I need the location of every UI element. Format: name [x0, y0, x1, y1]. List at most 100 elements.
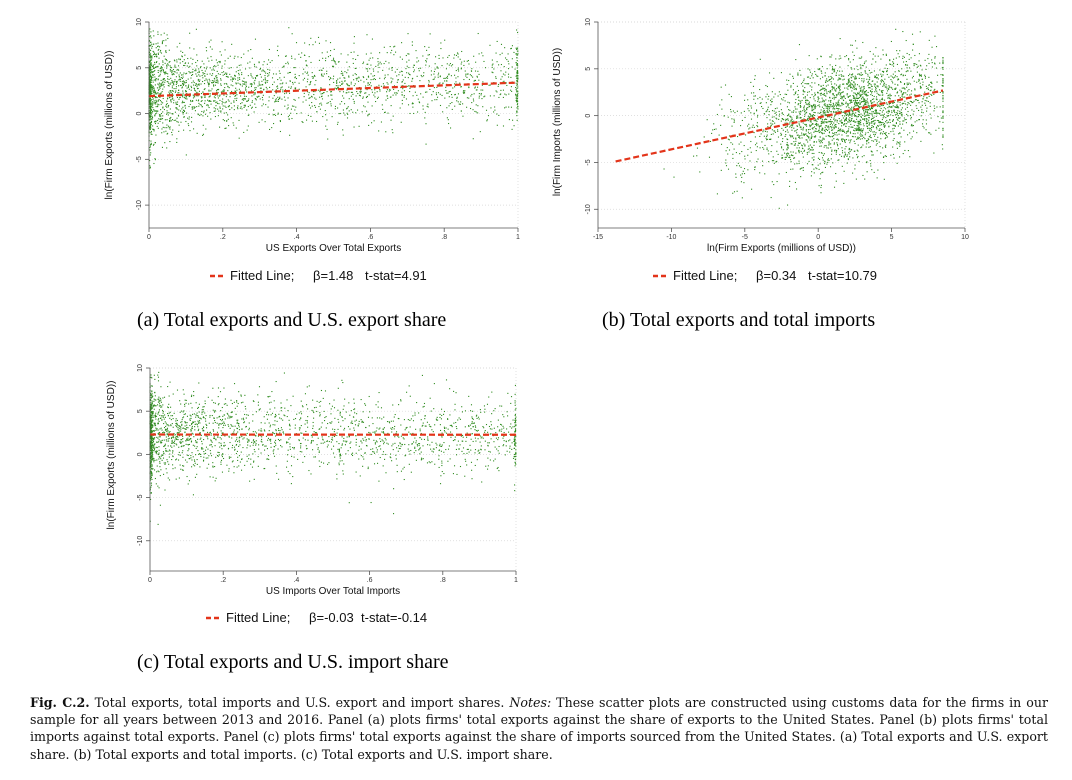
- data-point: [306, 72, 308, 74]
- data-point: [174, 66, 176, 68]
- data-point: [301, 52, 303, 54]
- data-point: [463, 92, 466, 94]
- data-point: [790, 85, 792, 87]
- data-point: [283, 66, 285, 68]
- data-point: [820, 173, 822, 175]
- data-point: [182, 61, 184, 63]
- data-point: [874, 122, 876, 124]
- data-point: [182, 80, 184, 82]
- data-point: [931, 66, 933, 68]
- data-point: [833, 117, 835, 119]
- data-point: [329, 79, 331, 81]
- data-point: [154, 159, 156, 161]
- data-point: [253, 111, 255, 113]
- data-point: [855, 129, 857, 132]
- data-point: [208, 78, 210, 80]
- data-point: [272, 89, 274, 91]
- data-point: [859, 93, 861, 95]
- data-point: [815, 141, 818, 143]
- data-point: [876, 140, 878, 142]
- data-point: [150, 144, 152, 146]
- data-point: [897, 115, 899, 117]
- data-point: [169, 70, 171, 72]
- data-point: [310, 81, 312, 83]
- data-point: [224, 49, 226, 51]
- data-point: [916, 81, 918, 83]
- data-point: [822, 137, 824, 139]
- data-point: [812, 149, 814, 151]
- data-point: [223, 90, 225, 92]
- data-point: [888, 125, 890, 127]
- data-point: [263, 79, 265, 81]
- data-point: [899, 97, 901, 99]
- data-point: [463, 60, 465, 62]
- data-point: [930, 93, 932, 95]
- data-point: [296, 112, 298, 115]
- data-point: [317, 36, 320, 38]
- data-point: [825, 81, 827, 83]
- data-point: [940, 74, 942, 76]
- data-point: [153, 73, 155, 76]
- data-point: [155, 121, 157, 123]
- data-point: [325, 57, 327, 59]
- data-point: [853, 114, 856, 116]
- data-point: [334, 62, 336, 64]
- data-point: [239, 83, 241, 85]
- data-point: [344, 80, 346, 82]
- data-point: [814, 92, 816, 94]
- data-point: [206, 73, 208, 75]
- data-point: [314, 75, 316, 77]
- data-point: [401, 81, 403, 83]
- data-point: [170, 116, 172, 119]
- data-point: [822, 84, 824, 86]
- data-point: [513, 125, 515, 127]
- data-point: [771, 145, 773, 147]
- data-point: [876, 119, 878, 122]
- data-point: [194, 106, 196, 108]
- data-point: [854, 77, 856, 79]
- data-point: [886, 92, 888, 94]
- data-point: [190, 121, 193, 123]
- data-point: [896, 92, 898, 94]
- data-point: [839, 89, 841, 91]
- data-point: [850, 123, 852, 125]
- data-point: [422, 75, 425, 77]
- data-point: [930, 117, 932, 119]
- data-point: [841, 150, 844, 152]
- data-point: [196, 54, 198, 56]
- data-point: [858, 111, 860, 113]
- data-point: [192, 68, 194, 70]
- data-point: [344, 77, 346, 79]
- data-point: [832, 93, 834, 95]
- data-point: [358, 76, 360, 78]
- data-point: [382, 108, 384, 110]
- data-point: [517, 77, 519, 79]
- data-point: [151, 59, 153, 61]
- data-point: [209, 67, 211, 69]
- data-point: [870, 126, 873, 128]
- data-point: [912, 130, 915, 132]
- data-point: [786, 129, 788, 131]
- data-point: [446, 92, 448, 94]
- data-point: [243, 93, 245, 95]
- data-point: [930, 133, 932, 135]
- data-point: [863, 118, 865, 120]
- data-point: [830, 143, 832, 145]
- data-point: [350, 95, 352, 97]
- data-point: [250, 49, 252, 51]
- data-point: [218, 103, 220, 105]
- data-point: [198, 68, 200, 70]
- data-point: [150, 78, 152, 80]
- data-point: [854, 168, 856, 170]
- data-point: [156, 66, 158, 68]
- data-point: [892, 124, 894, 126]
- data-point: [193, 107, 195, 109]
- data-point: [744, 99, 746, 101]
- data-point: [158, 93, 160, 95]
- data-point: [181, 87, 183, 89]
- data-point: [862, 90, 864, 92]
- data-point: [933, 89, 935, 91]
- data-point: [792, 82, 794, 85]
- data-point: [796, 147, 798, 149]
- data-point: [871, 88, 873, 90]
